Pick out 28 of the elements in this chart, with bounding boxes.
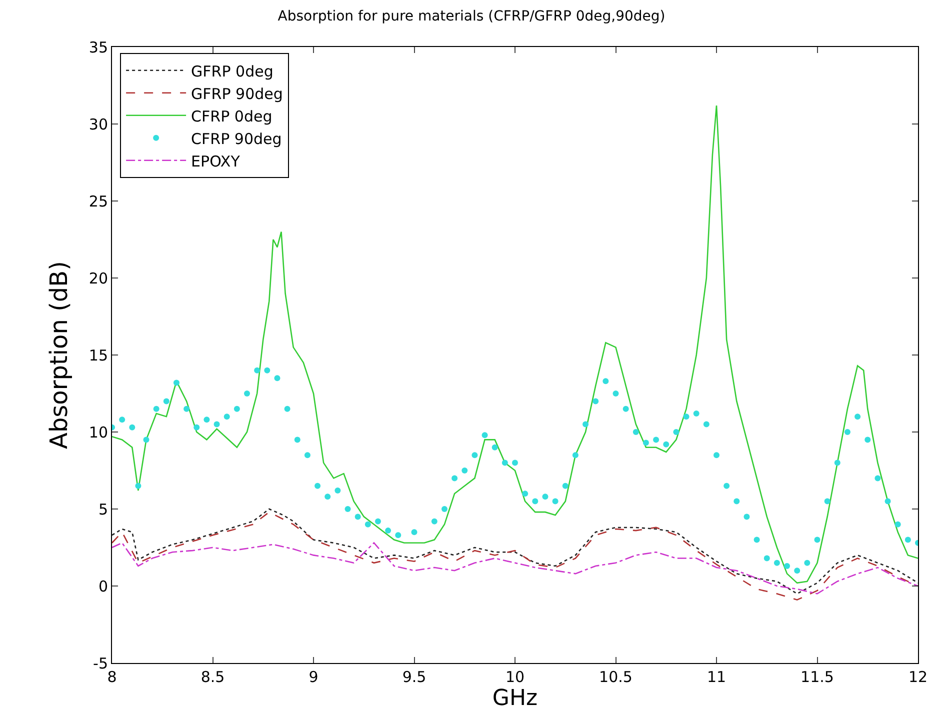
legend-label: GFRP 90deg	[191, 84, 283, 103]
x-tick-label: 8.5	[200, 668, 225, 686]
x-tick-label: 9.5	[402, 668, 426, 686]
y-tick-label: -5	[93, 654, 108, 672]
x-axis-title: GHz	[492, 686, 538, 711]
legend-label: EPOXY	[191, 152, 241, 170]
line-series	[112, 104, 918, 584]
x-tick-label: 10	[505, 668, 525, 686]
y-tick-label: 25	[88, 192, 108, 210]
x-tick-label: 10.5	[599, 668, 632, 686]
x-tick-label: 12	[908, 668, 928, 686]
x-tick-label: 8	[107, 668, 117, 686]
chart-title: Absorption for pure materials (CFRP/GFRP 0deg,90deg)	[278, 8, 666, 25]
line-series	[112, 542, 918, 594]
x-tick-label: 9	[308, 668, 318, 686]
y-tick-label: 5	[98, 500, 108, 518]
x-tick-label: 11	[706, 668, 726, 686]
y-tick-label: 10	[88, 423, 108, 442]
y-tick-label: 35	[88, 38, 108, 56]
y-tick-label: 30	[88, 115, 108, 134]
y-axis-title: Absorption (dB)	[45, 261, 74, 449]
x-tick-label: 11.5	[800, 668, 834, 686]
legend-label: CFRP 0deg	[191, 107, 272, 126]
legend-label: CFRP 90deg	[191, 130, 282, 148]
legend-label: GFRP 0deg	[191, 62, 274, 80]
y-tick-label: 15	[88, 346, 108, 364]
y-tick-label: 20	[88, 269, 108, 288]
y-tick-label: 0	[98, 577, 108, 596]
